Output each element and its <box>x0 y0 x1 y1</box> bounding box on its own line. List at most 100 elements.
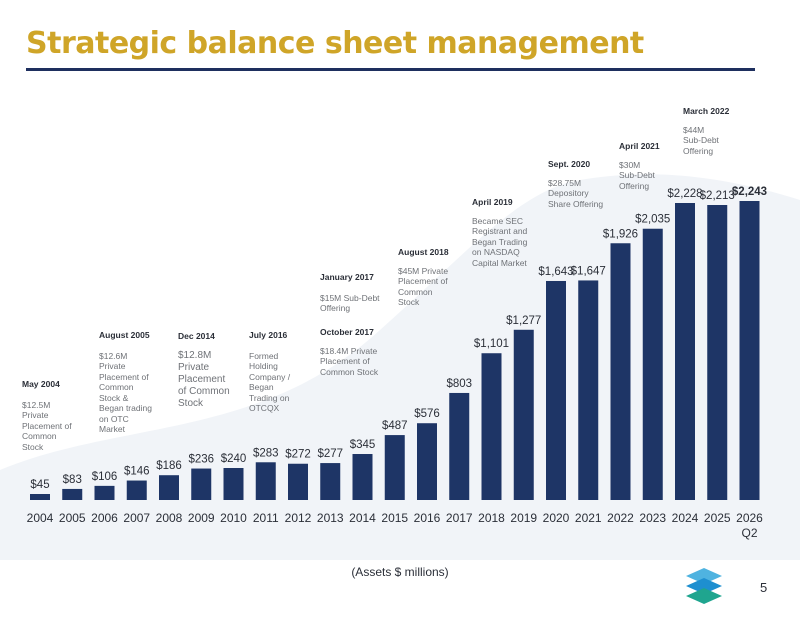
annotation-line: Depository <box>548 188 589 198</box>
bar-2016 <box>417 423 437 500</box>
annotation-line: Stock & <box>99 392 129 403</box>
background-wave <box>0 174 800 560</box>
bar-2025 <box>707 204 728 500</box>
value-label: $1,643 <box>538 266 573 278</box>
bar-2013 <box>320 463 341 500</box>
bar-2005 <box>62 488 83 500</box>
x-tick-label: 2012 <box>285 511 312 525</box>
annotation-heading: March 2022 <box>683 106 730 116</box>
annotation-heading: May 2004 <box>22 379 60 389</box>
x-tick-label: 2005 <box>59 511 86 525</box>
annotation-line: $15M Sub-Debt <box>320 292 380 303</box>
annotation-oct-2017: October 2017 $18.4M Private Placement of C… <box>320 327 378 377</box>
annotation-line: of Common <box>178 386 230 397</box>
bar-2019 <box>513 329 534 500</box>
x-tick-label: 2016 <box>414 511 441 525</box>
annotation-line: Sub-Debt <box>683 135 719 145</box>
x-tick-label: 2026 <box>736 511 763 525</box>
bar-2006 <box>94 485 115 500</box>
annotation-line: $18.4M Private <box>320 345 378 356</box>
x-tick-label: 2022 <box>607 511 634 525</box>
value-label: $345 <box>350 439 376 451</box>
annotation-body: $30M Sub-Debt Offering <box>619 160 660 192</box>
value-label: $83 <box>63 474 82 486</box>
x-tick-label: 2023 <box>639 511 666 525</box>
annotation-line: Private <box>22 410 49 420</box>
bar-2012 <box>288 463 308 500</box>
annotation-line: Company / <box>249 371 291 382</box>
annotation-body: Formed Holding Company / Began Trading on OTC… <box>249 351 290 414</box>
annotation-line: $28.75M <box>548 177 582 188</box>
annotation-heading: Sept. 2020 <box>548 159 591 169</box>
x-tick-label: 2018 <box>478 511 505 525</box>
annotation-line: Holding <box>249 361 278 371</box>
annotation-line: $44M <box>683 124 705 135</box>
value-label: $277 <box>317 448 343 460</box>
annotation-line: $12.5M <box>22 399 51 410</box>
bar-2015 <box>384 435 405 500</box>
x-tick-label: Q2 <box>741 526 757 540</box>
x-tick-label: 2013 <box>317 511 344 525</box>
annotation-heading: October 2017 <box>320 327 374 337</box>
annotation-body: $15M Sub-Debt Offering <box>320 293 380 314</box>
x-tick-label: 2011 <box>253 511 279 525</box>
annotation-heading: January 2017 <box>320 272 374 282</box>
annotation-line: Share Offering <box>548 198 604 209</box>
annotation-heading: Dec 2014 <box>178 331 215 341</box>
annotation-line: Became SEC <box>472 215 524 226</box>
annotation-body: $12.5M Private Placement of Common Stock <box>22 400 72 453</box>
x-tick-label: 2009 <box>188 511 215 525</box>
value-label: $45 <box>30 479 49 491</box>
value-label: $1,277 <box>506 315 541 327</box>
value-label: $1,101 <box>474 338 509 350</box>
annotation-line: $12.8M <box>178 350 212 361</box>
annotation-sep-2020: Sept. 2020 $28.75M Depository Share Offeri… <box>548 159 603 209</box>
annotation-heading: August 2018 <box>398 247 449 257</box>
value-label: $1,926 <box>603 228 638 240</box>
value-label: $106 <box>92 471 118 483</box>
annotation-line: Private <box>99 361 126 371</box>
bar-2026-q2 <box>739 201 760 500</box>
x-tick-label: 2020 <box>543 511 570 525</box>
x-tick-label: 2007 <box>123 511 150 525</box>
annotation-aug-2005: August 2005 $12.6M Private Placement of Com… <box>99 330 152 435</box>
bar-2024 <box>675 202 695 500</box>
annotation-line: Placement of <box>398 276 448 286</box>
value-label: $1,647 <box>571 265 606 277</box>
annotation-body: $18.4M Private Placement of Common Stock <box>320 346 378 378</box>
annotation-line: on NASDAQ <box>472 247 520 257</box>
bar-2014 <box>352 454 373 500</box>
value-label: $803 <box>446 378 472 390</box>
title-underline <box>26 68 755 71</box>
bar-2008 <box>159 475 179 500</box>
annotation-line: Began <box>249 382 274 392</box>
x-tick-label: 2014 <box>349 511 376 525</box>
x-tick-label: 2006 <box>91 511 118 525</box>
annotation-line: Offering <box>320 303 351 313</box>
bar-2009 <box>191 468 212 500</box>
x-tick-label: 2017 <box>446 511 473 525</box>
annotation-line: Placement of <box>22 420 72 431</box>
annotation-line: Common <box>22 431 57 441</box>
annotation-line: Offering <box>619 180 650 191</box>
bar-2018 <box>481 353 502 500</box>
value-label: $2,228 <box>667 188 702 200</box>
value-label: $2,243 <box>732 186 767 198</box>
annotation-line: Placement of <box>320 356 370 366</box>
annotation-line: Common Stock <box>320 366 379 377</box>
annotation-line: Placement of <box>99 371 149 382</box>
value-label: $283 <box>253 447 279 459</box>
annotation-aug-2018: August 2018 $45M Private Placement of Comm… <box>398 247 449 308</box>
x-tick-label: 2010 <box>220 511 247 525</box>
bar-2022 <box>610 243 631 500</box>
assets-bar-chart: $45 $83 $106 $146 $186 $236 $240 $283 $272 $277 $3… <box>0 174 800 560</box>
annotation-body: $12.8M Private Placement of Common Stock <box>178 350 230 410</box>
bar-2020 <box>546 280 566 500</box>
bar-2010 <box>223 468 244 500</box>
annotation-line: $12.6M <box>99 350 128 361</box>
x-tick-label: 2021 <box>575 511 602 525</box>
annotation-line: Capital Market <box>472 257 527 268</box>
annotation-line: Formed <box>249 350 279 361</box>
annotation-line: Began Trading <box>472 236 528 247</box>
annotation-line: Common <box>99 382 134 392</box>
